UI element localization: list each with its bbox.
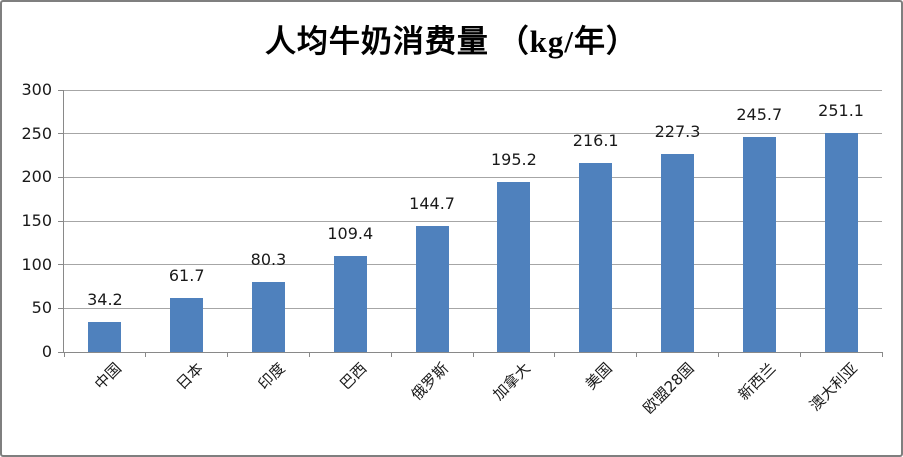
y-axis-tick	[58, 307, 64, 309]
y-axis-tick-label: 50	[31, 298, 52, 318]
y-axis-tick-label: 250	[21, 123, 52, 143]
bar-value-label: 144.7	[409, 193, 455, 213]
y-axis-tick-label: 0	[41, 342, 52, 361]
gridline	[64, 176, 882, 178]
y-axis-tick	[58, 133, 64, 135]
x-axis-tick	[554, 352, 556, 357]
bar-value-label: 251.1	[818, 100, 864, 120]
x-axis-tick	[390, 352, 392, 357]
bar-value-label: 227.3	[654, 121, 701, 141]
gridline	[64, 307, 882, 309]
x-axis-tick	[636, 352, 638, 357]
bar-value-label: 34.2	[87, 290, 123, 310]
y-axis-tick	[58, 220, 64, 222]
bar	[415, 225, 449, 352]
x-axis-tick	[63, 352, 65, 357]
x-axis-tick	[799, 352, 801, 357]
bar-value-label: 109.4	[327, 224, 374, 244]
gridline	[64, 133, 882, 135]
x-axis-tick	[881, 352, 883, 357]
y-axis-tick	[58, 176, 64, 178]
bar	[579, 163, 613, 352]
bar	[170, 298, 204, 352]
x-axis-tick	[717, 352, 719, 357]
bar-chart-plot-area: 0 50 100 150 200 250 300 34.2 中国 61.7 日本 80.3 印度 109.…	[21, 81, 883, 417]
y-axis-tick-label: 100	[21, 254, 52, 274]
bar-value-label: 245.7	[736, 105, 783, 125]
gridline	[64, 264, 882, 266]
x-axis-category-label: 中国	[90, 359, 125, 394]
bar	[742, 137, 776, 352]
y-axis-tick	[58, 351, 64, 353]
bar	[824, 132, 858, 352]
x-axis-tick	[472, 352, 474, 357]
bar	[252, 281, 285, 352]
bar-value-label: 195.2	[490, 149, 537, 169]
bar	[497, 181, 531, 352]
y-axis-tick	[58, 89, 64, 91]
x-axis-tick	[145, 352, 147, 357]
x-axis-tick	[308, 352, 310, 357]
y-axis-tick-label: 300	[21, 80, 52, 99]
bar-value-label: 216.1	[572, 131, 619, 151]
bar	[661, 153, 694, 352]
bar	[333, 256, 367, 352]
chart-title: 人均牛奶消费量 （kg/年）	[264, 24, 639, 59]
y-axis-tick-label: 200	[21, 167, 52, 187]
y-axis-tick-label: 150	[21, 211, 52, 230]
bar-value-label: 61.7	[168, 266, 205, 286]
x-axis-tick	[227, 352, 229, 357]
y-axis-tick	[58, 264, 64, 266]
gridline	[64, 220, 882, 222]
bar	[88, 322, 122, 352]
bar-value-label: 80.3	[250, 249, 287, 269]
gridline	[64, 89, 882, 91]
